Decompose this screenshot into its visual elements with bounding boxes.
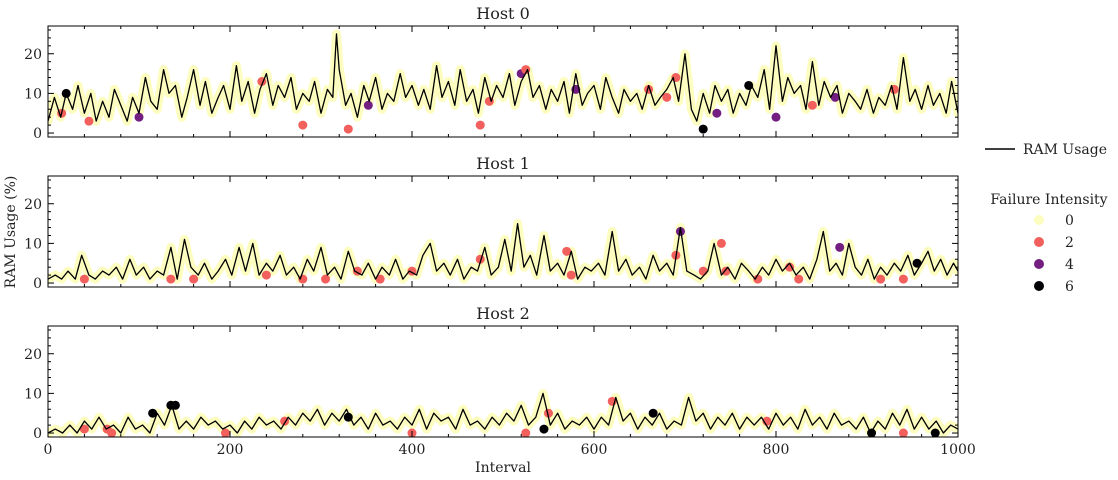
failure-marker (107, 428, 117, 437)
plot-area (48, 29, 958, 134)
x-tick-label: 200 (217, 442, 244, 458)
x-tick-label: 1000 (940, 442, 976, 458)
x-tick-label: 0 (44, 442, 53, 458)
panel-frame (47, 325, 959, 438)
panel-frame (47, 175, 959, 288)
failure-marker (716, 238, 726, 248)
legend-entry-label: 0 (1065, 213, 1074, 229)
y-tick-label: 0 (33, 426, 42, 442)
failure-marker (544, 408, 553, 418)
failure-marker (898, 274, 908, 284)
failure-marker (662, 92, 672, 102)
failure-marker (79, 424, 89, 434)
failure-marker (930, 428, 940, 437)
legend-title: Failure Intensity (990, 192, 1107, 208)
legend-entry-label: 6 (1065, 279, 1074, 295)
legend-entries: 0 2 4 6 (1034, 213, 1074, 295)
failure-marker (876, 274, 886, 284)
y-tick-label: 10 (24, 86, 42, 102)
failure-marker (794, 274, 804, 284)
panel-title: Host 1 (476, 154, 530, 173)
failure-marker (898, 428, 908, 437)
failure-marker (648, 408, 658, 418)
failure-marker (343, 124, 353, 134)
legend-marker-2 (1034, 237, 1044, 247)
x-tick-label: 400 (399, 442, 426, 458)
y-tick-label: 10 (24, 236, 42, 252)
y-tick-label: 10 (24, 386, 42, 402)
failure-marker (321, 274, 331, 284)
ram-usage-line (48, 33, 958, 122)
failure-marker (166, 274, 176, 284)
failure-intensity-0-band (48, 219, 958, 284)
failure-marker (771, 112, 781, 122)
failure-marker (867, 428, 877, 437)
failure-marker (830, 92, 840, 102)
legend-marker-6 (1034, 281, 1044, 291)
plot-area (48, 388, 958, 437)
y-tick-label: 20 (24, 197, 42, 213)
failure-marker (835, 242, 845, 252)
plot-area (48, 219, 958, 284)
failure-marker (539, 424, 549, 434)
ram-usage-line (48, 222, 958, 280)
failure-marker (562, 246, 572, 256)
legend: RAM Usage Failure Intensity 0 2 4 6 (985, 142, 1108, 295)
failure-marker (189, 274, 199, 284)
failure-marker (475, 120, 485, 130)
failure-marker (712, 108, 722, 118)
panel-host-1: Host 1 0 10 20 (24, 154, 959, 292)
y-tick-label: 20 (24, 47, 42, 63)
legend-line-label: RAM Usage (1023, 142, 1107, 158)
panel-frame (47, 25, 959, 138)
failure-marker (84, 116, 94, 126)
failure-marker (753, 274, 763, 284)
failure-marker (375, 274, 385, 284)
failure-marker (363, 100, 373, 110)
ram-usage-line (48, 392, 958, 434)
panel-title: Host 0 (476, 4, 530, 23)
y-tick-label: 0 (33, 276, 42, 292)
failure-intensity-0-band (48, 388, 958, 437)
legend-entry-label: 2 (1065, 235, 1074, 251)
x-tick-label: 600 (581, 442, 608, 458)
failure-marker (134, 112, 144, 122)
failure-marker (912, 258, 922, 268)
y-tick-label: 20 (24, 347, 42, 363)
failure-marker (521, 428, 531, 437)
failure-marker (298, 120, 308, 130)
y-tick-label: 0 (33, 126, 42, 142)
failure-marker (566, 270, 576, 280)
failure-marker (148, 408, 158, 418)
legend-marker-0 (1034, 215, 1044, 225)
panel-host-0: Host 0 0 10 20 (24, 4, 959, 142)
failure-marker (807, 100, 817, 110)
failure-marker (698, 124, 708, 134)
failure-marker (698, 266, 708, 276)
x-axis-label: Interval (475, 460, 531, 476)
legend-marker-4 (1034, 259, 1044, 269)
x-tick-label: 800 (763, 442, 790, 458)
failure-marker (79, 274, 89, 284)
panel-title: Host 2 (476, 304, 530, 323)
failure-marker (261, 270, 271, 280)
legend-entry-label: 4 (1065, 257, 1074, 273)
failure-marker (220, 428, 230, 437)
y-axis-label: RAM Usage (%) (3, 176, 19, 289)
